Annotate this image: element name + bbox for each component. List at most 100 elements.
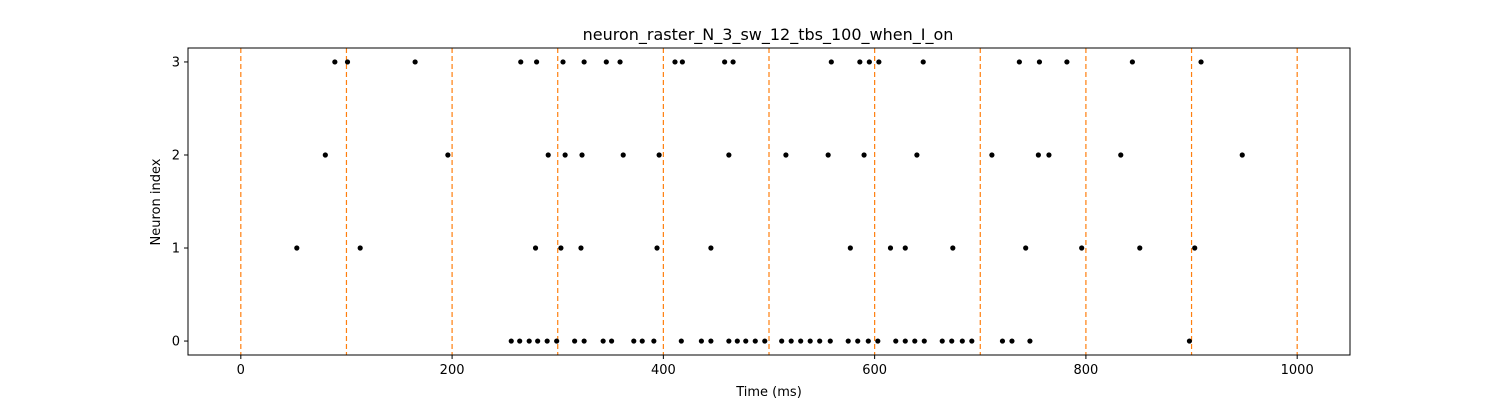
spike-point [726,152,732,158]
chart-title: neuron_raster_N_3_sw_12_tbs_100_when_I_o… [583,25,954,45]
spike-point [762,338,768,344]
spike-point [651,338,657,344]
spike-point [999,338,1006,344]
spike-point [558,245,564,251]
spike-point [508,338,514,344]
spike-point [828,59,834,65]
spike-point [600,338,606,344]
spike-point [734,338,740,344]
spike-point [526,338,532,344]
spike-point [1137,245,1143,251]
spike-point [887,245,894,251]
x-tick-label: 600 [862,363,887,378]
spike-point [865,338,871,344]
spike-point [730,59,736,65]
spike-point [752,338,758,344]
spike-point [950,245,956,251]
x-tick-label: 800 [1073,363,1098,378]
x-axis-ticks: 0 200 400 600 800 1000 [237,355,1314,378]
y-axis-ticks: 0 1 2 3 [172,55,188,350]
spike-point [322,152,328,158]
y-tick-label: 3 [172,55,180,70]
spike-point [1035,152,1041,158]
spike-point [920,59,926,65]
spike-point [1186,338,1193,344]
spike-point [866,59,872,65]
spike-point [845,338,851,344]
spike-point [875,338,881,344]
x-tick-label: 400 [651,363,676,378]
spike-point [560,59,566,65]
spike-point [855,338,861,344]
spike-point [578,245,584,251]
spike-point [798,338,804,344]
y-axis-label: Neuron index [149,158,164,245]
spike-point [876,59,882,65]
spike-point [989,152,995,158]
spike-markers [294,59,1245,344]
spike-point [1009,338,1015,344]
spike-point [535,338,541,344]
spike-point [861,152,867,158]
spike-point [857,59,863,65]
spike-point [412,59,418,65]
spike-point [847,245,853,251]
spike-point [672,59,678,65]
x-tick-label: 0 [237,363,245,378]
spike-point [532,245,539,251]
spike-point [743,338,749,344]
spike-point [902,245,908,251]
x-axis-label: Time (ms) [735,385,802,400]
spike-point [921,338,927,344]
stimulus-lines [240,48,1298,355]
spike-point [722,59,728,65]
spike-point [534,59,540,65]
spike-point [1079,245,1085,251]
spike-point [914,152,920,158]
spike-point [1198,59,1204,65]
spike-point [959,338,965,344]
spike-point [544,338,550,344]
spike-point [344,59,351,65]
spike-point [357,245,363,251]
spike-point [726,338,732,344]
spike-point [783,152,789,158]
spike-point [912,338,918,344]
spike-point [825,152,831,158]
spike-point [949,338,955,344]
spike-point [807,338,813,344]
spike-point [1046,152,1052,158]
spike-point [581,338,587,344]
spike-point [581,59,587,65]
spike-point [617,59,623,65]
spike-point [656,152,662,158]
spike-point [579,152,585,158]
spike-point [788,338,794,344]
spike-point [517,338,523,344]
spike-point [620,152,626,158]
spike-point [1192,245,1198,251]
spike-point [1016,59,1022,65]
spike-point [639,338,645,344]
spike-point [1118,152,1124,158]
spike-point [893,338,899,344]
spike-point [445,152,451,158]
spike-point [1023,245,1029,251]
spike-point [631,338,637,344]
spike-point [545,152,551,158]
spike-point [554,338,560,344]
y-tick-label: 2 [172,148,180,163]
spike-point [679,59,685,65]
spike-point [603,59,609,65]
spike-point [1027,338,1033,344]
spike-point [969,338,975,344]
spike-point [654,245,660,251]
spike-point [678,338,684,344]
spike-point [698,338,704,344]
spike-point [1036,59,1043,65]
x-tick-label: 1000 [1281,363,1314,378]
y-tick-label: 1 [172,242,180,257]
spike-point [1129,59,1135,65]
spike-point [609,338,615,344]
